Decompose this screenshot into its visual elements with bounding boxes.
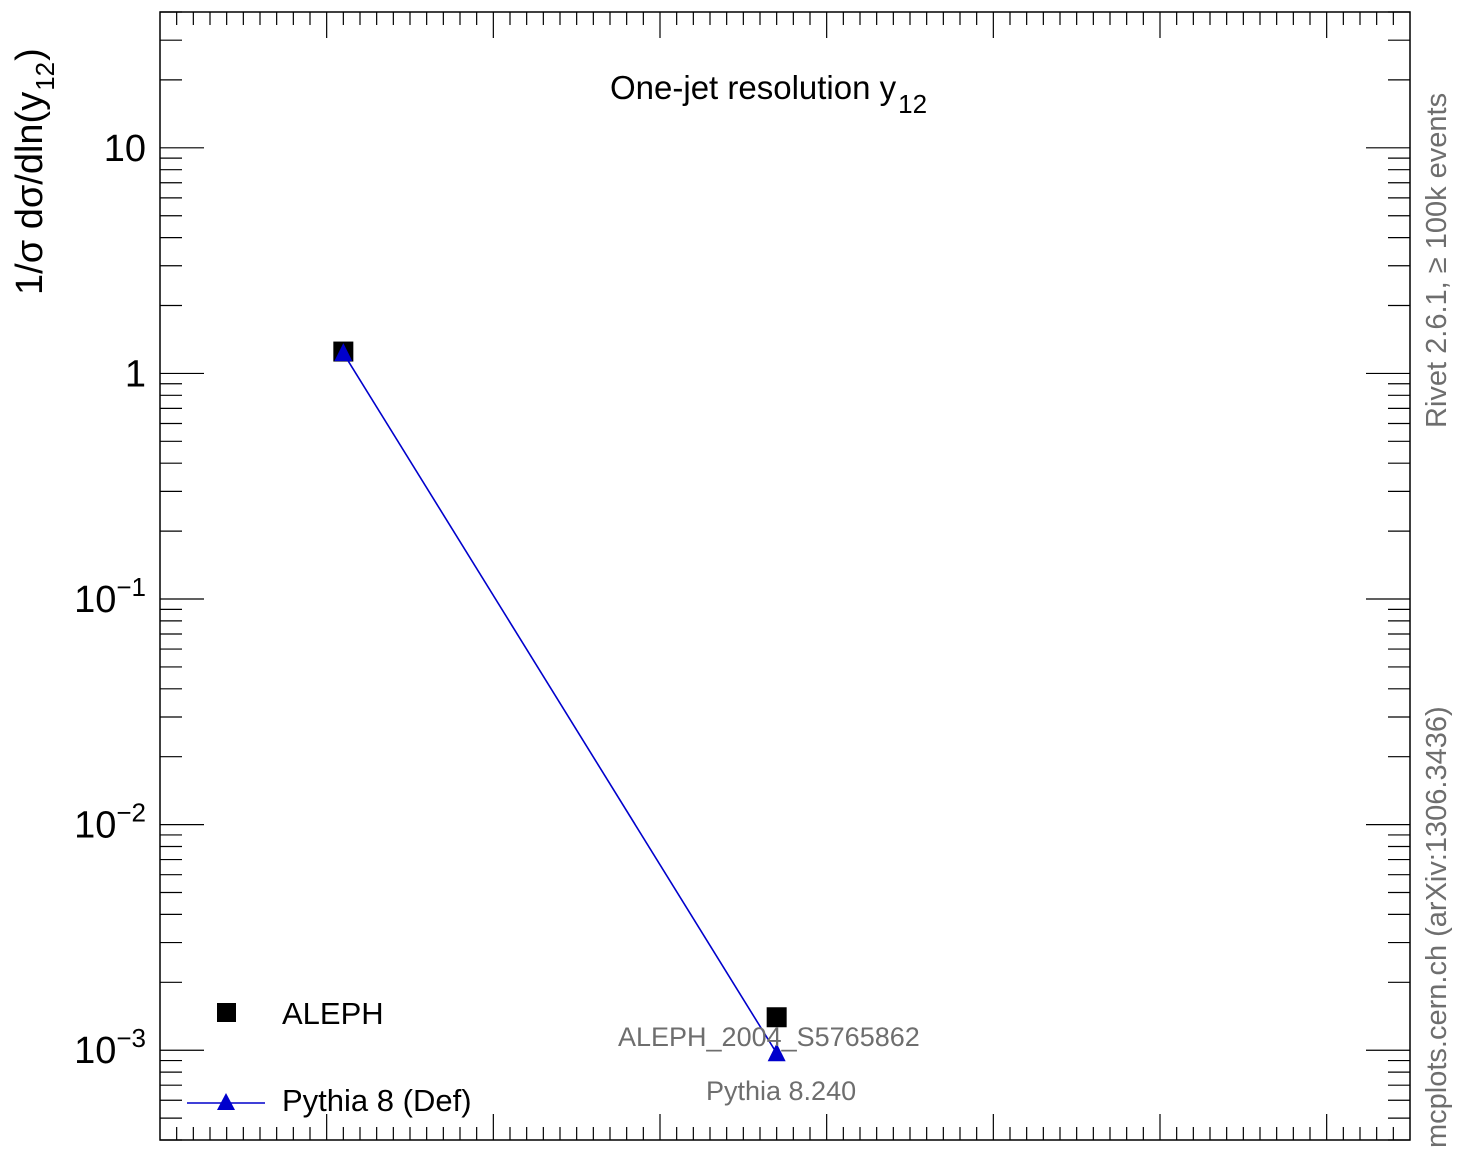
aleph-point <box>766 1007 787 1028</box>
legend-pythia-marker <box>217 1093 235 1110</box>
legend-pythia-label: Pythia 8 (Def) <box>282 1083 472 1118</box>
analysis-annotation: ALEPH_2004_S5765862 <box>618 1022 920 1052</box>
y-axis-label: 1/σ dσ/dln(y12) <box>9 48 60 295</box>
mcplots-label: mcplots.cern.ch (arXiv:1306.3436) <box>1421 706 1453 1148</box>
chart-title: One-jet resolution y12 <box>610 69 927 119</box>
pythia-point <box>767 1043 786 1062</box>
x-ticks <box>176 12 1394 1140</box>
series <box>333 341 787 1062</box>
rivet-label: Rivet 2.6.1, ≥ 100k events <box>1421 93 1453 428</box>
y-ticks: 10 1 10−1 10−2 10−3 <box>74 11 1410 1141</box>
y-tick-label: 10−3 <box>74 1023 146 1072</box>
y-tick-label: 1 <box>125 353 146 395</box>
legend-aleph-label: ALEPH <box>282 996 384 1031</box>
plot-frame <box>159 11 1411 1141</box>
y-tick-label: 10 <box>104 128 146 170</box>
plot-border <box>159 11 1411 1141</box>
y-tick-label: 10−1 <box>74 572 146 621</box>
generator-annotation: Pythia 8.240 <box>706 1076 856 1106</box>
legend: ALEPH Pythia 8 (Def) <box>187 996 472 1118</box>
y-tick-label: 10−2 <box>74 798 146 847</box>
pythia-point <box>334 343 353 362</box>
legend-aleph-marker <box>217 1003 236 1022</box>
series-line-1 <box>342 352 778 1054</box>
